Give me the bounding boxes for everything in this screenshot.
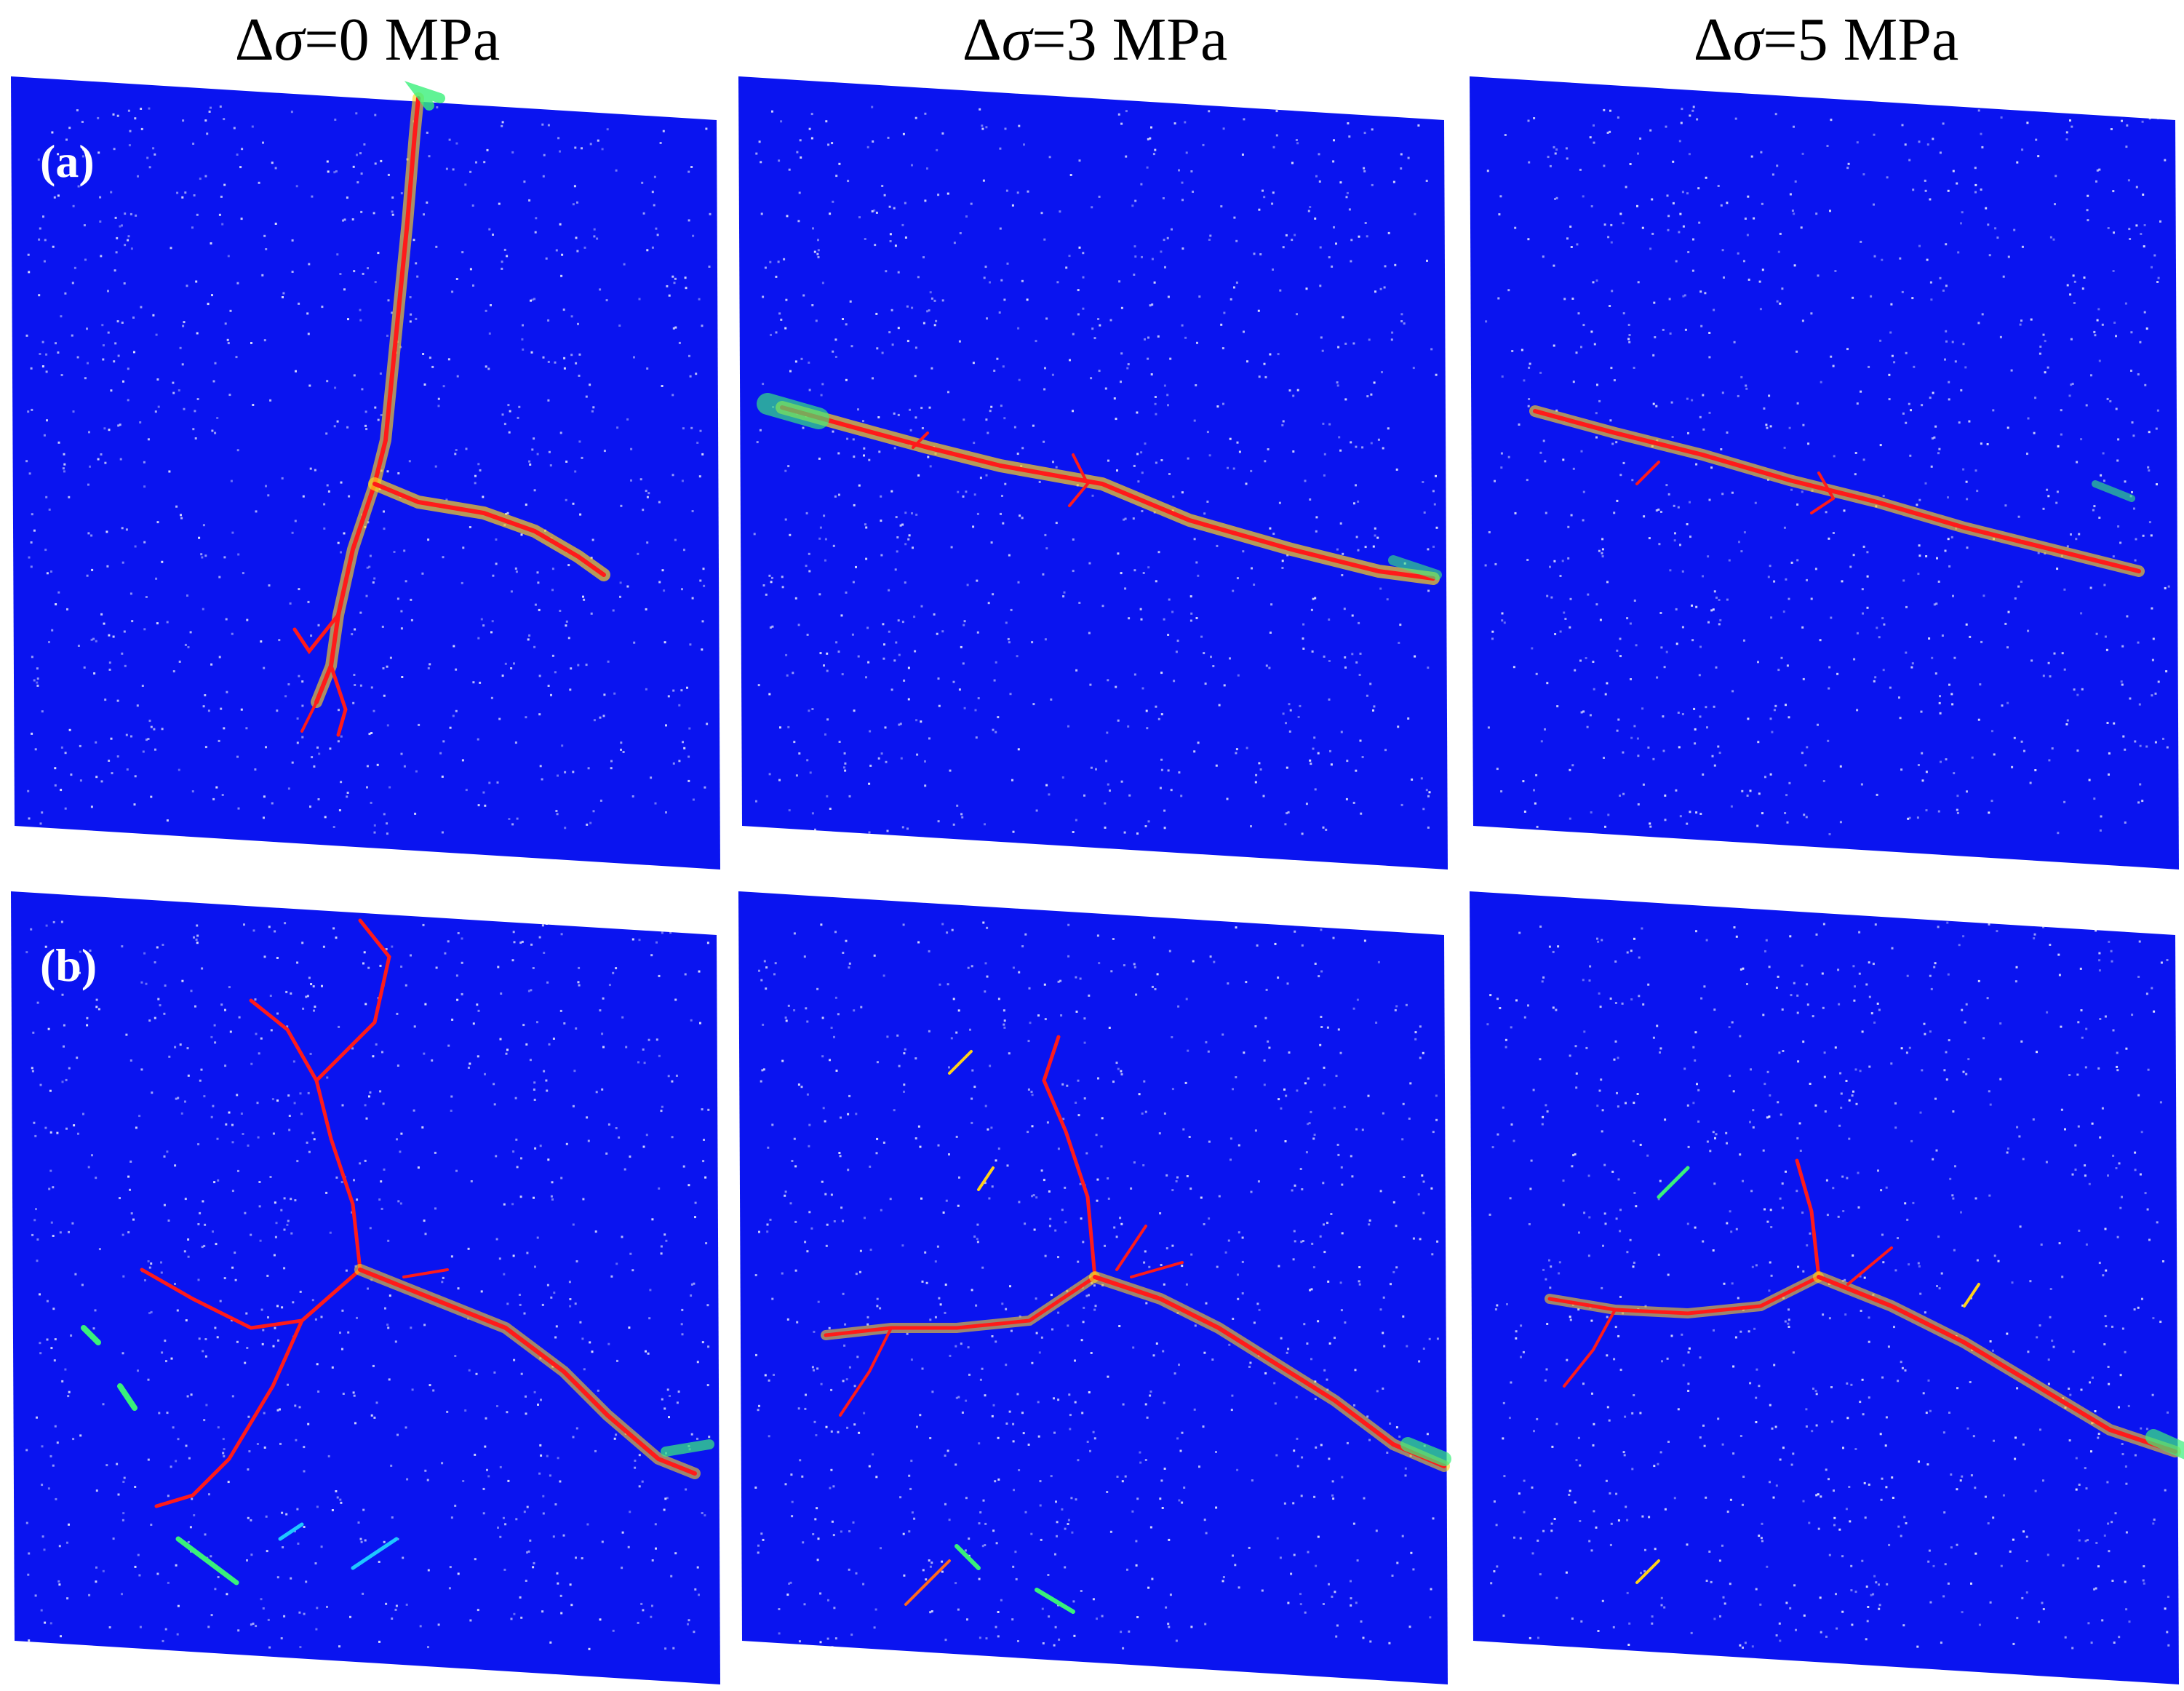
panel-b-5mpa <box>1470 891 2184 1684</box>
crack-pattern <box>757 393 1442 585</box>
speckle-texture <box>1486 921 2170 1650</box>
column-title-5mpa: Δσ=5 MPa <box>1693 6 1959 73</box>
crack-pattern <box>821 1035 1451 1614</box>
crack-pattern <box>1545 1158 2184 1584</box>
field-area <box>1470 76 2179 870</box>
crack-pattern <box>292 81 610 737</box>
speckle-texture <box>754 921 1439 1650</box>
speckle-texture <box>1484 106 2170 835</box>
column-title-0mpa: Δσ=0 MPa <box>234 6 501 73</box>
row-label-a: (a) <box>40 135 95 187</box>
field-area <box>11 891 720 1684</box>
speckle-texture <box>25 106 712 835</box>
panel-b-3mpa <box>738 891 1455 1684</box>
crack-pattern <box>81 918 714 1585</box>
field-area <box>738 891 1448 1684</box>
panel-a-3mpa <box>738 76 1455 870</box>
panel-b-0mpa <box>11 891 728 1684</box>
speckle-texture <box>25 920 711 1650</box>
field-area <box>738 76 1448 870</box>
row-label-b: (b) <box>40 939 97 991</box>
field-area <box>11 76 720 870</box>
panel-a-5mpa <box>1470 76 2184 870</box>
field-area <box>1470 891 2179 1684</box>
panel-a-0mpa <box>11 76 728 870</box>
column-title-3mpa: Δσ=3 MPa <box>962 6 1228 73</box>
speckle-texture <box>753 106 1438 835</box>
crack-pattern <box>1529 405 2145 577</box>
